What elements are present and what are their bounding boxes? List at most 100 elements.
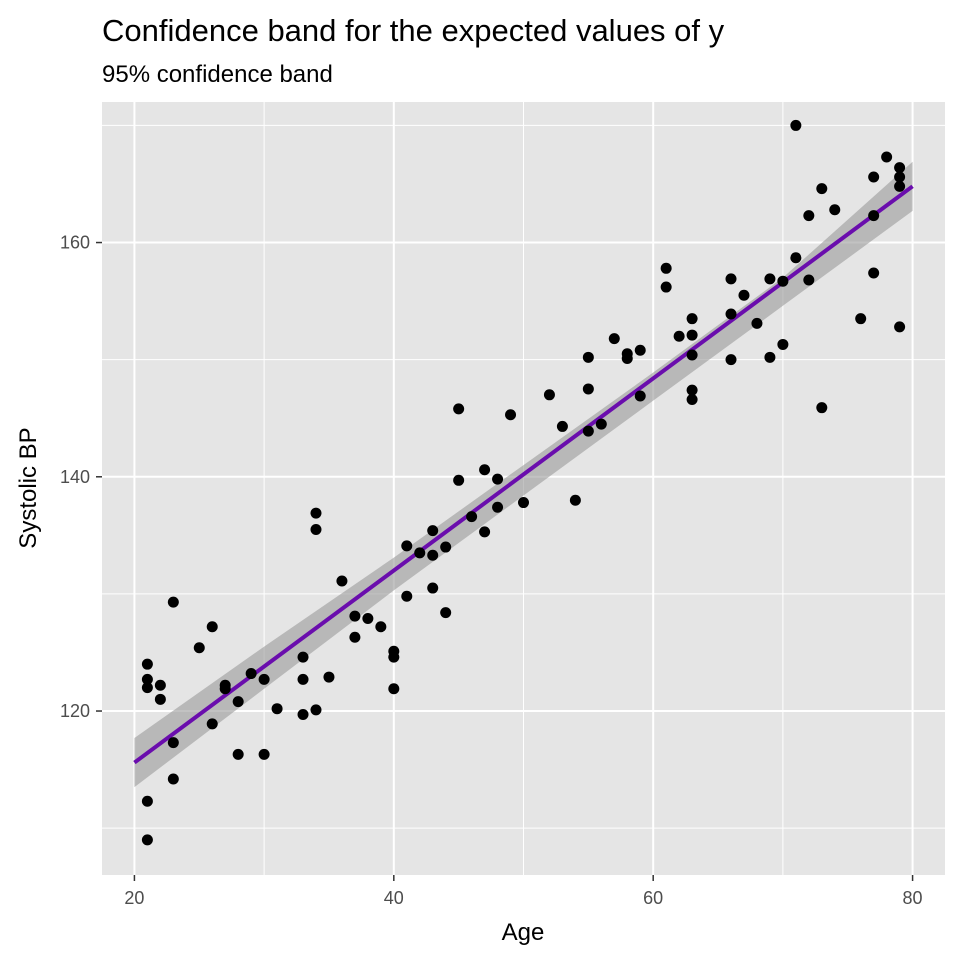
data-point	[141, 795, 153, 807]
data-point	[401, 540, 413, 552]
data-point	[141, 834, 153, 846]
data-points	[141, 119, 906, 846]
data-point	[323, 671, 335, 683]
data-point	[349, 631, 361, 643]
data-point	[608, 333, 620, 345]
data-point	[388, 651, 400, 663]
x-tick-label: 80	[903, 888, 923, 908]
x-axis-title: Age	[502, 919, 545, 946]
data-point	[440, 541, 452, 553]
data-point	[660, 262, 672, 274]
data-point	[686, 384, 698, 396]
data-point	[297, 673, 309, 685]
data-point	[582, 383, 594, 395]
data-point	[401, 590, 413, 602]
data-point	[725, 354, 737, 366]
data-point	[466, 511, 478, 523]
data-point	[232, 748, 244, 760]
data-point	[154, 693, 166, 705]
x-tick-label: 20	[124, 888, 144, 908]
data-point	[505, 409, 517, 421]
data-point	[271, 703, 283, 715]
data-point	[375, 621, 387, 633]
data-point	[440, 607, 452, 619]
data-point	[492, 473, 504, 485]
data-point	[686, 329, 698, 341]
data-point	[894, 162, 906, 174]
y-axis: 120 140 160	[60, 233, 102, 721]
data-point	[310, 523, 322, 535]
data-point	[167, 596, 179, 608]
data-point	[751, 317, 763, 329]
data-point	[141, 673, 153, 685]
data-point	[790, 252, 802, 264]
data-point	[206, 621, 218, 633]
data-point	[362, 613, 374, 625]
major-gridlines	[102, 102, 945, 875]
chart-subtitle: 95% confidence band	[102, 61, 333, 88]
data-point	[868, 210, 880, 222]
data-point	[764, 273, 776, 285]
chart-title: Confidence band for the expected values …	[102, 13, 725, 48]
data-point	[621, 348, 633, 360]
data-point	[336, 575, 348, 587]
data-point	[816, 402, 828, 414]
x-axis: 20 40 60 80	[124, 875, 923, 908]
data-point	[569, 494, 581, 506]
data-point	[673, 330, 685, 342]
data-point	[686, 313, 698, 325]
data-point	[479, 464, 491, 476]
data-point	[518, 497, 529, 509]
data-point	[297, 709, 309, 721]
data-point	[167, 773, 179, 785]
data-point	[154, 679, 166, 691]
data-point	[634, 390, 646, 402]
data-point	[388, 683, 400, 695]
data-point	[543, 389, 555, 401]
y-tick-label: 140	[60, 467, 90, 487]
data-point	[686, 349, 698, 361]
data-point	[141, 682, 153, 694]
data-point	[660, 281, 672, 293]
data-point	[868, 171, 880, 183]
data-point	[167, 737, 179, 749]
data-point	[725, 273, 737, 285]
data-point	[219, 683, 231, 695]
data-point	[894, 171, 906, 183]
y-axis-title: Systolic BP	[15, 427, 42, 548]
x-tick-label: 40	[384, 888, 404, 908]
data-point	[193, 642, 205, 654]
x-tick-label: 60	[643, 888, 663, 908]
data-point	[881, 151, 893, 163]
data-point	[894, 321, 906, 333]
data-point	[556, 420, 568, 432]
data-point	[310, 704, 322, 716]
data-point	[686, 393, 698, 405]
data-point	[492, 501, 504, 513]
data-point	[582, 425, 594, 437]
data-point	[777, 275, 789, 287]
data-point	[725, 308, 737, 320]
data-point	[790, 119, 802, 131]
data-point	[855, 313, 867, 325]
data-point	[206, 718, 218, 730]
data-point	[803, 210, 815, 222]
data-point	[427, 549, 439, 561]
data-point	[634, 344, 646, 356]
data-point	[258, 748, 270, 760]
data-point	[738, 289, 750, 301]
data-point	[803, 274, 815, 286]
data-point	[414, 547, 426, 559]
data-point	[349, 610, 361, 622]
data-point	[427, 582, 439, 594]
data-point	[868, 267, 880, 279]
data-point	[894, 180, 906, 192]
data-point	[582, 351, 594, 363]
data-point	[829, 204, 841, 216]
data-point	[427, 525, 439, 537]
y-tick-label: 160	[60, 233, 90, 253]
data-point	[479, 526, 491, 538]
data-point	[310, 507, 322, 519]
data-point	[453, 403, 465, 415]
